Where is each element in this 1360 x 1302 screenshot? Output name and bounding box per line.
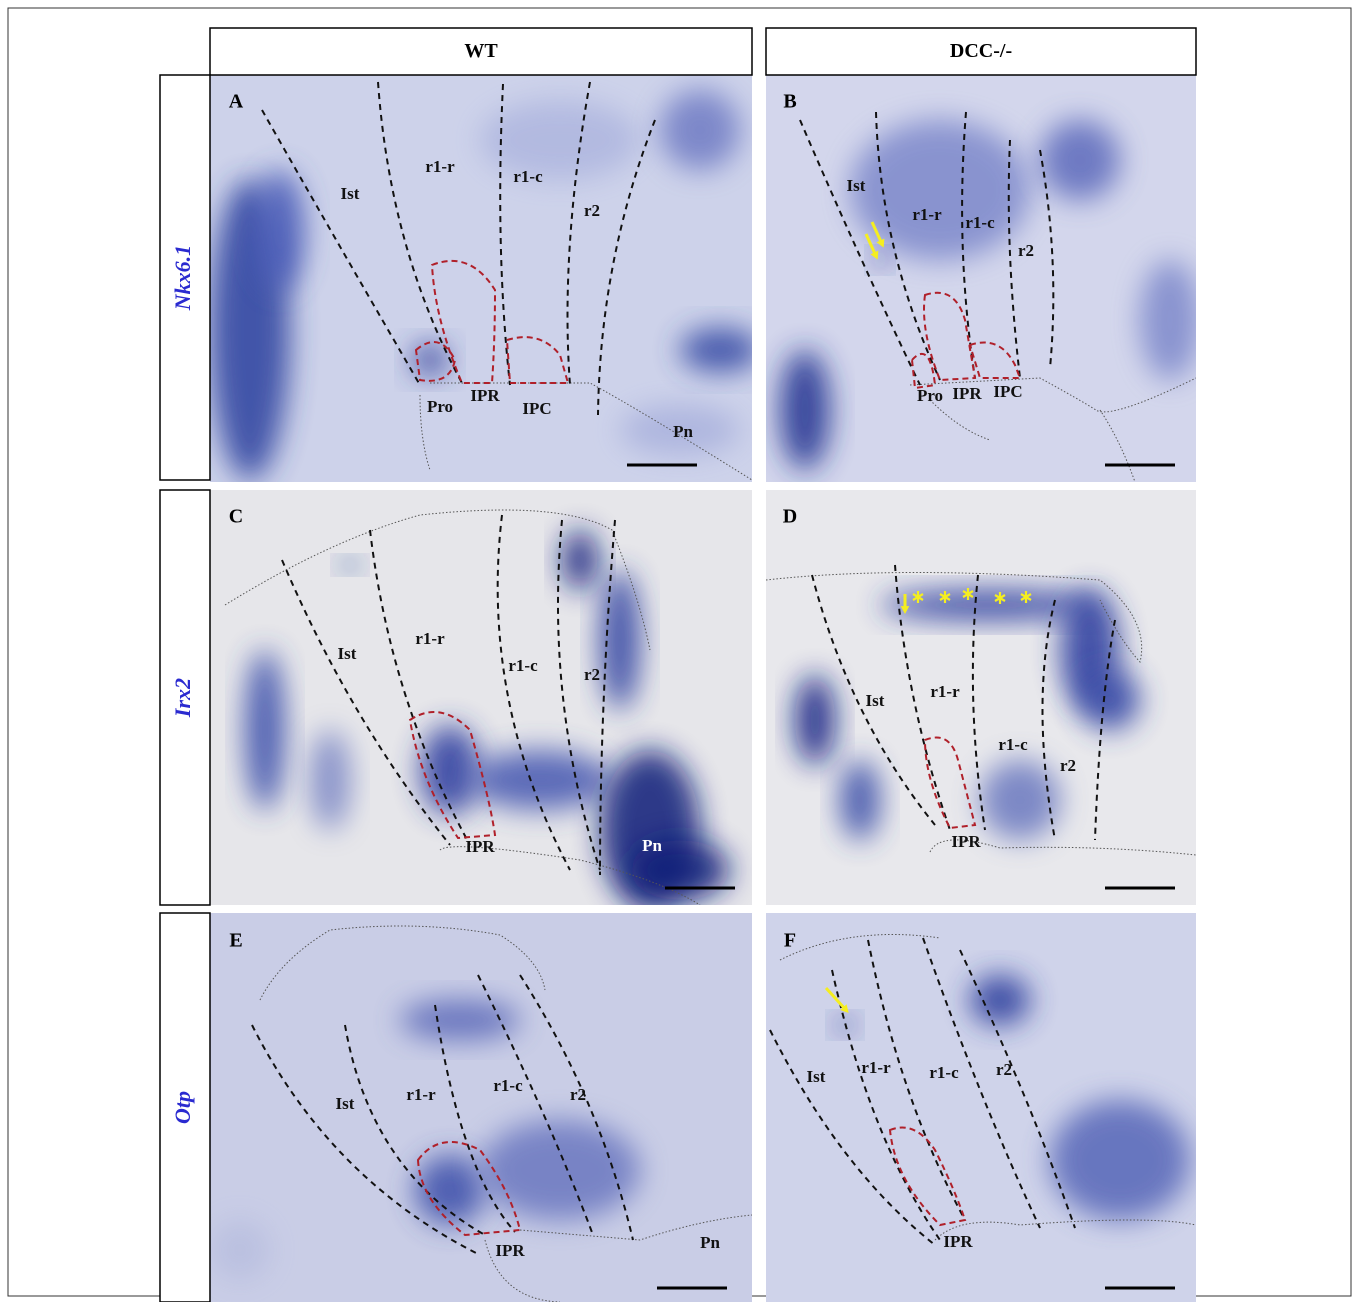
region-label: r1-r	[912, 205, 942, 224]
region-label: IPR	[951, 832, 981, 851]
region-label: r1-r	[415, 629, 445, 648]
stain	[850, 120, 1030, 260]
region-label: r2	[1060, 756, 1076, 775]
stain	[310, 730, 350, 830]
region-label: r1-r	[861, 1058, 891, 1077]
panel-background	[210, 913, 752, 1302]
stain	[660, 90, 740, 170]
stain	[480, 1120, 640, 1220]
panel: B Ist r1-r r1-c r2 Pro IPR IPC	[766, 75, 1200, 482]
stain	[340, 559, 360, 571]
stain	[780, 350, 830, 470]
region-label: r1-c	[508, 656, 538, 675]
stain	[400, 1000, 520, 1040]
panel-letter: F	[784, 930, 796, 952]
panel: E Ist r1-r r1-c r2 IPR Pn	[210, 913, 752, 1302]
stain	[210, 1220, 270, 1280]
region-label: IPR	[495, 1241, 525, 1260]
region-label: Ist	[866, 691, 885, 710]
panel: D Ist r1-r r1-c r2 IPR	[766, 490, 1196, 905]
region-label: IPC	[522, 399, 551, 418]
stain	[1080, 670, 1140, 730]
stain	[1040, 120, 1120, 200]
panel: C Ist r1-r r1-c r2 IPR Pn	[210, 490, 752, 910]
panel: A Ist r1-r r1-c r2 Pro IPR IPC Pn	[210, 75, 760, 482]
stain	[255, 170, 305, 290]
stain	[680, 328, 760, 372]
region-label: Ist	[341, 184, 360, 203]
stain	[795, 675, 835, 765]
panels: A Ist r1-r r1-c r2 Pro IPR IPC Pn B Ist r1-r r1-c r2 P…	[210, 75, 1200, 1302]
column-header: WT	[464, 40, 498, 62]
region-label: Pn	[700, 1233, 720, 1252]
panel-letter: E	[229, 930, 242, 952]
region-label: IPR	[465, 837, 495, 856]
region-label: r2	[996, 1060, 1012, 1079]
stain	[970, 975, 1030, 1025]
region-label: r1-r	[406, 1085, 436, 1104]
stain	[840, 760, 880, 840]
stain	[1140, 260, 1200, 380]
stain	[470, 750, 610, 810]
panel: F Ist r1-r r1-c r2 IPR	[766, 913, 1196, 1302]
row-label: Nkx6.1	[170, 245, 195, 311]
panel-letter: D	[783, 506, 797, 528]
region-label: Ist	[336, 1094, 355, 1113]
region-label: r1-c	[513, 167, 543, 186]
stain	[562, 530, 598, 590]
stain	[420, 725, 480, 815]
region-label: r1-c	[998, 735, 1028, 754]
stain	[245, 650, 285, 810]
region-label: Pn	[642, 836, 662, 855]
region-label: IPR	[952, 384, 982, 403]
column-header: DCC-/-	[950, 40, 1012, 62]
panel-letter: B	[783, 91, 796, 113]
region-label: r2	[584, 201, 600, 220]
region-label: r2	[570, 1085, 586, 1104]
region-label: Pro	[917, 386, 943, 405]
region-label: IPR	[470, 386, 500, 405]
region-label: r1-r	[930, 682, 960, 701]
stain	[600, 570, 640, 710]
stain	[480, 100, 640, 180]
region-label: r2	[1018, 241, 1034, 260]
region-label: Pro	[427, 397, 453, 416]
panel-letter: C	[229, 506, 243, 528]
panel-letter: A	[229, 91, 244, 113]
region-label: Pn	[673, 422, 693, 441]
figure: A Ist r1-r r1-c r2 Pro IPR IPC Pn B Ist r1-r r1-c r2 P…	[0, 0, 1360, 1302]
region-label: IPR	[943, 1232, 973, 1251]
region-label: IPC	[993, 382, 1022, 401]
region-label: Ist	[338, 644, 357, 663]
region-label: Ist	[807, 1067, 826, 1086]
region-label: r1-c	[965, 213, 995, 232]
region-label: r1-c	[929, 1063, 959, 1082]
stain	[1050, 1100, 1190, 1220]
row-label: Otp	[170, 1091, 195, 1124]
region-label: r1-c	[493, 1076, 523, 1095]
row-label: Irx2	[170, 678, 195, 718]
region-label: r2	[584, 665, 600, 684]
region-label: r1-r	[425, 157, 455, 176]
region-label: Ist	[847, 176, 866, 195]
